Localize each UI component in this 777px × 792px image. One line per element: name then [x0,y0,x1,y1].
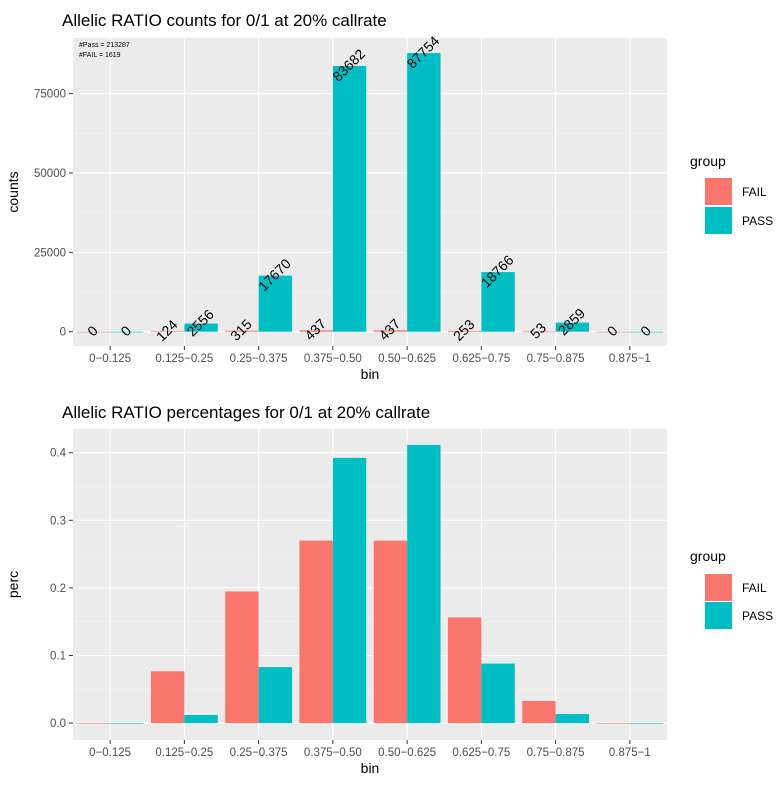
x-tick-label: 0.625−0.75 [452,353,510,365]
legend-label-pass: PASS [742,214,773,228]
bar-fail [522,700,556,724]
bar-pass [555,714,590,724]
bar-fail [299,330,333,332]
y-tick-label: 75000 [34,89,66,101]
bar-fail [299,540,333,724]
bar-pass [110,331,144,333]
x-tick-label: 0.75−0.875 [527,353,585,365]
x-tick-label: 0.25−0.375 [230,747,288,759]
legend-key-fail [705,574,732,601]
bar-fail [150,331,185,332]
legend-key-pass [705,207,732,234]
percentages-chart: Allelic RATIO percentages for 0/1 at 20%… [5,403,773,776]
bar-fail [373,540,408,724]
bar-pass [258,667,293,724]
y-tick-label: 0.2 [50,583,66,595]
bar-fail [225,330,259,332]
bar-pass [407,444,441,724]
bar-fail [596,331,630,333]
legend: group FAIL PASS [690,548,773,629]
bar-pass [258,275,293,332]
bar-pass [629,331,664,333]
bar-pass [184,323,218,332]
legend-key-pass [705,602,732,629]
bar-fail [76,723,111,724]
bar-fail [150,671,185,724]
x-tick-label: 0.375−0.50 [304,353,362,365]
chart-title: Allelic RATIO percentages for 0/1 at 20%… [62,403,430,422]
chart-title: Allelic RATIO counts for 0/1 at 20% call… [62,11,387,30]
plot-panel [73,38,667,346]
legend-title: group [690,548,726,564]
bar-pass [332,457,367,724]
bar-fail [596,723,630,724]
legend-label-fail: FAIL [742,581,767,595]
bar-fail [447,617,482,724]
bar-fail [447,330,482,332]
bar-pass [184,714,218,724]
x-tick-label: 0.50−0.625 [378,353,436,365]
counts-chart: Allelic RATIO counts for 0/1 at 20% call… [5,11,773,382]
y-tick-label: 0 [60,327,66,339]
bar-pass [481,272,515,332]
x-tick-label: 0.625−0.75 [452,747,510,759]
stats-annotation: #Pass = 213287 [79,42,130,49]
y-axis-title: perc [5,571,21,598]
x-tick-label: 0.375−0.50 [304,747,362,759]
x-axis-title: bin [361,760,380,776]
x-tick-label: 0.125−0.25 [155,353,213,365]
x-tick-label: 0.875−1 [609,353,651,365]
y-tick-label: 50000 [34,168,66,180]
y-tick-label: 0.4 [50,448,67,460]
x-tick-label: 0−0.125 [89,353,131,365]
y-tick-label: 0.1 [50,650,66,662]
x-tick-label: 0−0.125 [89,747,131,759]
x-tick-label: 0.125−0.25 [155,747,213,759]
x-axis-title: bin [361,366,380,382]
bar-pass [110,723,144,724]
legend: group FAIL PASS [690,153,773,234]
bar-pass [407,53,441,332]
bar-pass [332,65,367,332]
bar-fail [373,330,408,332]
y-tick-label: 0.0 [50,718,66,730]
y-tick-label: 0.3 [50,515,66,527]
stats-annotation: #FAIL = 1619 [79,52,121,59]
bar-fail [522,331,556,333]
legend-title: group [690,153,726,169]
bar-pass [629,723,664,724]
y-axis-title: counts [5,171,21,212]
legend-label-pass: PASS [742,609,773,623]
x-tick-label: 0.50−0.625 [378,747,436,759]
legend-label-fail: FAIL [742,185,767,199]
y-tick-label: 25000 [34,247,66,259]
legend-key-fail [705,178,732,205]
x-tick-label: 0.875−1 [609,747,651,759]
x-tick-label: 0.25−0.375 [230,353,288,365]
bar-pass [555,322,590,332]
bar-fail [76,331,111,333]
bar-pass [481,663,515,724]
x-tick-label: 0.75−0.875 [527,747,585,759]
bar-fail [225,591,259,724]
